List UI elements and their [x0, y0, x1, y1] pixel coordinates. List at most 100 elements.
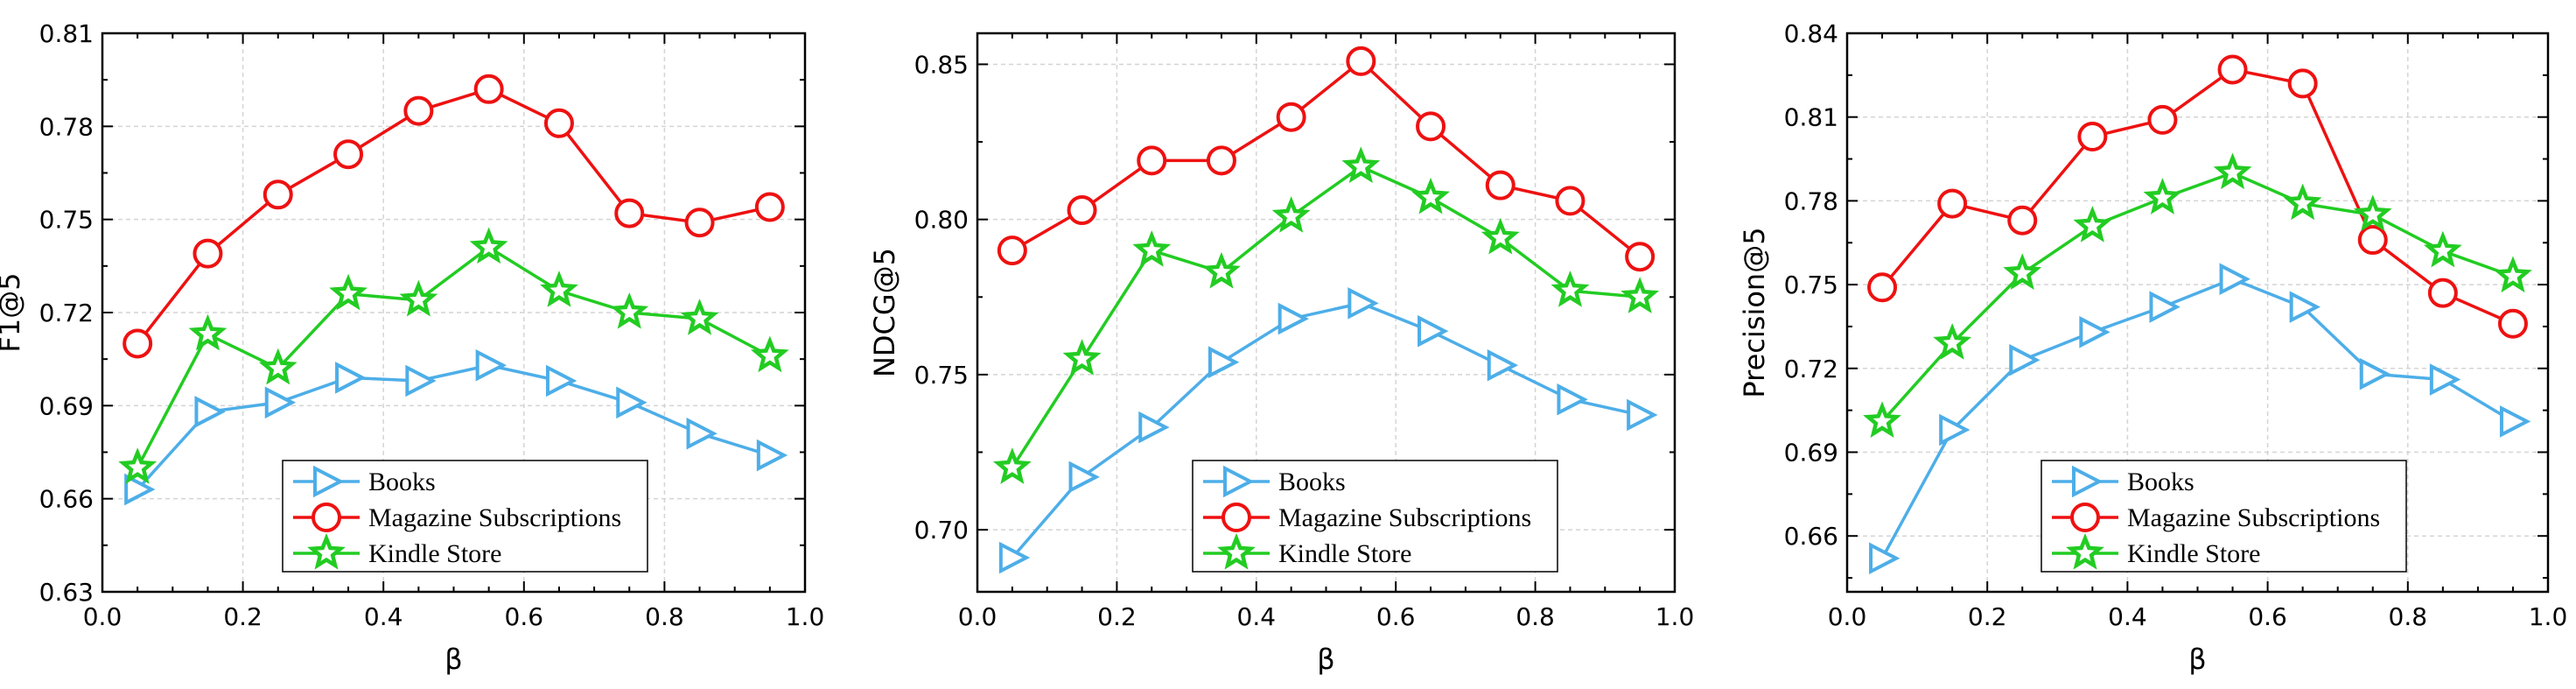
data-point [473, 74, 504, 104]
data-point [1341, 146, 1381, 184]
data-point [2077, 122, 2108, 152]
data-point [262, 179, 293, 210]
data-point [1418, 314, 1449, 348]
series-books [1869, 263, 2531, 575]
y-tick-label: 0.63 [39, 578, 94, 607]
series-line [1880, 171, 2514, 423]
data-point [616, 386, 648, 419]
data-point [1068, 461, 1100, 494]
data-point [1137, 145, 1167, 176]
legend-marker [1223, 465, 1255, 498]
legend-label: Books [1278, 468, 1346, 496]
y-tick-label: 0.75 [39, 206, 94, 235]
y-tick-label: 0.70 [914, 516, 969, 545]
x-tick-label: 0.6 [2248, 602, 2287, 631]
legend-marker [2070, 503, 2100, 532]
series-books [998, 287, 1658, 574]
y-tick-label: 0.81 [39, 19, 94, 48]
series-line [1011, 59, 1642, 258]
data-point [540, 271, 578, 307]
data-point [1627, 398, 1658, 432]
data-point [264, 386, 297, 419]
data-point [1278, 302, 1310, 335]
legend-label: Books [368, 468, 436, 496]
data-point [1869, 542, 1900, 575]
series-books [124, 348, 788, 506]
data-point [1132, 230, 1172, 267]
data-point [2079, 316, 2110, 348]
data-point [2429, 363, 2461, 396]
series-line [1880, 277, 2514, 559]
data-point [754, 192, 785, 222]
legend-label: Magazine Subscriptions [2127, 503, 2380, 532]
data-point [686, 417, 718, 450]
x-tick-label: 0.4 [364, 602, 403, 631]
series-kindle-store [1863, 152, 2532, 439]
data-point [1062, 339, 1102, 376]
data-point [1555, 186, 1586, 216]
data-point [2149, 291, 2180, 323]
y-axis-label: F1@5 [0, 272, 26, 352]
data-point [399, 279, 438, 317]
legend-marker [2072, 465, 2104, 498]
legend-marker [312, 503, 341, 532]
data-point [1939, 413, 1970, 446]
y-tick-label: 0.75 [1784, 271, 1838, 299]
legend-marker [1222, 503, 1251, 532]
data-point [194, 396, 226, 428]
data-point [997, 236, 1027, 266]
y-tick-label: 0.81 [1784, 103, 1838, 132]
x-tick-label: 1.0 [786, 602, 825, 631]
series-kindle-store [992, 146, 1660, 484]
series-magazine-subscriptions [997, 46, 1656, 272]
data-point [2494, 256, 2532, 293]
chart-panel-1: 0.0 0.2 0.4 0.6 0.8 1.0 0.63 0.66 0.69 0.72 0.75 0.… [0, 19, 824, 676]
data-point [1937, 188, 1968, 219]
data-point [1485, 170, 1516, 200]
x-tick-label: 0.2 [1968, 602, 2007, 631]
x-axis-label: β [444, 643, 462, 676]
y-axis-label: NDCG@5 [868, 248, 901, 377]
legend-marker [313, 465, 345, 498]
data-point [2499, 405, 2531, 438]
data-point [2423, 230, 2462, 268]
data-point [1206, 145, 1236, 176]
y-tick-label: 0.75 [914, 361, 969, 390]
data-point [2007, 205, 2038, 236]
series-line [1011, 165, 1641, 469]
data-point [1411, 177, 1450, 214]
series-line [136, 245, 771, 469]
x-axis-label: β [2188, 643, 2206, 676]
legend-label: Kindle Store [368, 539, 501, 568]
data-point [2497, 308, 2528, 339]
data-point [469, 227, 508, 264]
x-tick-label: 1.0 [1656, 602, 1695, 631]
x-axis-label: β [1317, 643, 1334, 676]
data-point [1867, 272, 1898, 303]
data-point [614, 198, 645, 228]
x-tick-label: 0.0 [1828, 602, 1867, 631]
data-point [2289, 291, 2321, 323]
data-point [998, 541, 1031, 574]
legend: Books Magazine Subscriptions Kindle Store [1192, 460, 1558, 573]
legend: Books Magazine Subscriptions Kindle Store [2040, 460, 2407, 573]
y-tick-label: 0.69 [1784, 439, 1838, 468]
data-point [1346, 46, 1376, 76]
legend: Books Magazine Subscriptions Kindle Store [282, 460, 648, 573]
legend-label: Magazine Subscriptions [1278, 503, 1531, 532]
x-tick-label: 0.0 [958, 602, 998, 631]
series-magazine-subscriptions [122, 74, 785, 359]
legend-label: Kindle Store [1278, 539, 1411, 568]
data-point [2219, 263, 2250, 296]
data-point [333, 139, 364, 170]
legend-marker [307, 532, 346, 570]
data-point [1625, 242, 1656, 272]
data-point [2287, 68, 2318, 99]
data-point [1208, 346, 1240, 378]
data-point [335, 362, 367, 394]
series-kindle-store [118, 227, 789, 484]
legend-marker [2066, 532, 2104, 570]
y-tick-label: 0.78 [39, 112, 94, 141]
